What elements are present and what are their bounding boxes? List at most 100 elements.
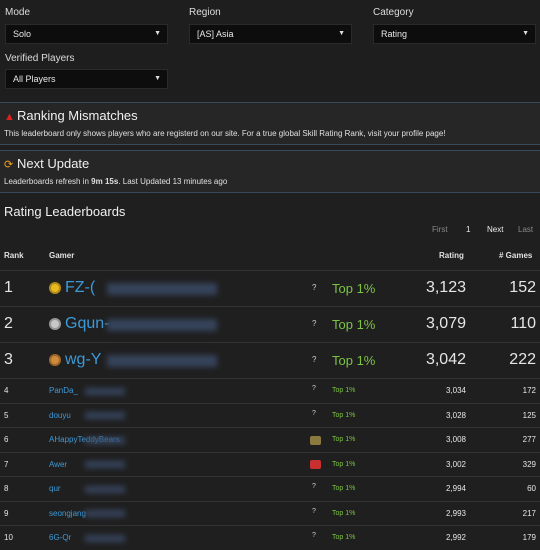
video-badge-icon bbox=[310, 460, 321, 470]
rating-value: 2,993 bbox=[445, 508, 466, 518]
medal-icon bbox=[49, 282, 61, 294]
col-rank: Rank bbox=[4, 251, 24, 260]
bear-badge-icon bbox=[310, 435, 321, 445]
gamer-link[interactable]: FZ-( bbox=[65, 279, 96, 297]
table-row[interactable]: 5 douyu? Top 1% 3,028 125 bbox=[0, 402, 540, 428]
redacted-name-blur bbox=[85, 412, 125, 420]
update-title: Next Update bbox=[17, 156, 90, 171]
help-icon: ? bbox=[312, 385, 316, 393]
gamer-link[interactable]: wg-Y bbox=[65, 351, 102, 369]
update-panel: ⟳ Next Update Leaderboards refresh in 9m … bbox=[0, 150, 540, 193]
games-value: 60 bbox=[527, 484, 536, 494]
rank-cell: 6 bbox=[4, 435, 9, 445]
pager-next[interactable]: Next bbox=[487, 225, 504, 234]
redacted-name-blur bbox=[85, 534, 125, 542]
table-row[interactable]: 2 Gqun-? Top 1% 3,079 110 bbox=[0, 306, 540, 342]
gamer-link[interactable]: Gqun- bbox=[65, 315, 110, 333]
help-icon: ? bbox=[312, 483, 316, 491]
games-value: 172 bbox=[522, 386, 536, 396]
games-value: 152 bbox=[509, 279, 536, 297]
gamer-link[interactable]: 6G-Qr bbox=[49, 533, 72, 543]
games-value: 179 bbox=[522, 533, 536, 543]
medal-icon bbox=[49, 318, 61, 330]
chevron-down-icon: ▼ bbox=[154, 75, 161, 82]
games-value: 222 bbox=[509, 351, 536, 369]
games-value: 277 bbox=[522, 435, 536, 445]
table-row[interactable]: 3 wg-Y? Top 1% 3,042 222 bbox=[0, 342, 540, 378]
rating-value: 3,008 bbox=[445, 435, 466, 445]
top-percent: Top 1% bbox=[332, 317, 376, 333]
region-label: Region bbox=[189, 7, 221, 18]
verified-select[interactable]: All Players ▼ bbox=[5, 69, 168, 89]
mode-label: Mode bbox=[5, 7, 31, 18]
rank-cell: 5 bbox=[4, 410, 9, 420]
region-value: [AS] Asia bbox=[197, 29, 234, 39]
help-icon: ? bbox=[312, 409, 316, 417]
redacted-name-blur bbox=[107, 283, 217, 295]
rank-cell: 10 bbox=[4, 533, 13, 543]
warning-icon: ▲ bbox=[4, 111, 15, 123]
update-time: 9m 15s bbox=[91, 177, 119, 186]
top-percent: Top 1% bbox=[332, 534, 356, 542]
gamer-link[interactable]: douyu bbox=[49, 410, 71, 420]
redacted-name-blur bbox=[85, 461, 125, 469]
gamer-link[interactable]: Awer bbox=[49, 459, 68, 469]
gamer-link[interactable]: seongjang bbox=[49, 508, 86, 518]
category-select[interactable]: Rating ▼ bbox=[373, 24, 536, 44]
top-percent: Top 1% bbox=[332, 509, 356, 517]
games-value: 125 bbox=[522, 410, 536, 420]
col-rating: Rating bbox=[439, 251, 464, 260]
refresh-icon: ⟳ bbox=[4, 159, 14, 171]
help-icon: ? bbox=[312, 507, 316, 515]
help-icon: ? bbox=[312, 355, 317, 364]
rank-cell: 3 bbox=[4, 351, 13, 369]
chevron-down-icon: ▼ bbox=[154, 30, 161, 37]
table-row[interactable]: 8 qur? Top 1% 2,994 60 bbox=[0, 476, 540, 501]
table-row[interactable]: 10 6G-Qr? Top 1% 2,992 179 bbox=[0, 525, 540, 550]
games-value: 217 bbox=[522, 508, 536, 518]
pager-last[interactable]: Last bbox=[518, 225, 534, 234]
rank-cell: 1 bbox=[4, 279, 13, 297]
help-icon: ? bbox=[312, 532, 316, 540]
rank-cell: 2 bbox=[4, 315, 13, 333]
table-row[interactable]: 9 seongjang? Top 1% 2,993 217 bbox=[0, 500, 540, 526]
redacted-name-blur bbox=[107, 319, 217, 331]
gamer-link[interactable]: PanDa_ bbox=[49, 386, 78, 396]
top-percent: Top 1% bbox=[332, 353, 376, 369]
table-row[interactable]: 6 AHappyTeddyBears Top 1% 3,008 277 bbox=[0, 427, 540, 452]
region-select[interactable]: [AS] Asia ▼ bbox=[189, 24, 352, 44]
col-games: # Games bbox=[499, 251, 533, 260]
mode-select[interactable]: Solo ▼ bbox=[5, 24, 168, 44]
top-percent: Top 1% bbox=[332, 411, 356, 419]
top-percent: Top 1% bbox=[332, 281, 376, 297]
category-label: Category bbox=[373, 7, 414, 18]
table-row[interactable]: 1 FZ-(? Top 1% 3,123 152 bbox=[0, 270, 540, 306]
category-value: Rating bbox=[381, 29, 408, 39]
verified-value: All Players bbox=[13, 74, 56, 84]
redacted-name-blur bbox=[85, 485, 125, 493]
table-row[interactable]: 4 PanDa_? Top 1% 3,034 172 bbox=[0, 378, 540, 403]
gamer-link[interactable]: qur bbox=[49, 484, 61, 494]
rating-value: 3,123 bbox=[425, 279, 466, 297]
games-value: 110 bbox=[510, 315, 536, 333]
pager-first[interactable]: First bbox=[432, 225, 448, 234]
top-percent: Top 1% bbox=[332, 436, 356, 444]
filters-bar: Mode Solo ▼ Region [AS] Asia ▼ Category … bbox=[0, 0, 540, 96]
help-icon: ? bbox=[312, 283, 317, 292]
rating-value: 3,028 bbox=[445, 410, 466, 420]
rating-value: 2,994 bbox=[445, 484, 466, 494]
gamer-link[interactable]: AHappyTeddyBears bbox=[49, 435, 120, 444]
pager-page[interactable]: 1 bbox=[466, 225, 471, 234]
rating-value: 3,034 bbox=[445, 386, 466, 396]
top-percent: Top 1% bbox=[332, 485, 356, 493]
rating-value: 3,079 bbox=[425, 315, 466, 333]
redacted-name-blur bbox=[85, 387, 125, 395]
redacted-name-blur bbox=[85, 510, 125, 518]
medal-icon bbox=[49, 354, 61, 366]
chevron-down-icon: ▼ bbox=[522, 30, 529, 37]
table-row[interactable]: 7 Awer Top 1% 3,002 329 bbox=[0, 451, 540, 477]
games-value: 329 bbox=[522, 459, 536, 469]
col-gamer: Gamer bbox=[49, 251, 75, 260]
top-percent: Top 1% bbox=[332, 460, 356, 468]
rating-value: 2,992 bbox=[445, 533, 466, 543]
